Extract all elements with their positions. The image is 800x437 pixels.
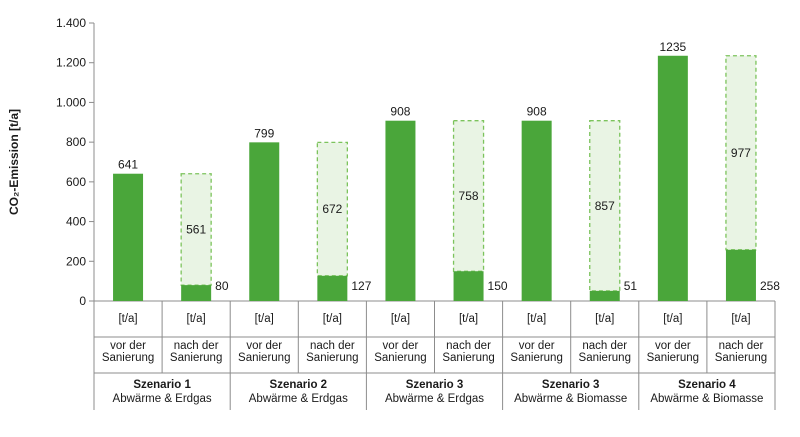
reduction-value-label: 857 xyxy=(595,199,615,213)
y-tick-label: 1.400 xyxy=(56,16,86,30)
y-tick-label: 0 xyxy=(79,294,86,308)
category-label-line1: vor der xyxy=(110,340,146,352)
unit-label: [t/a] xyxy=(595,313,614,325)
unit-label: [t/a] xyxy=(118,313,137,325)
unit-label: [t/a] xyxy=(323,313,342,325)
bar-value-label: 127 xyxy=(351,279,371,293)
unit-label: [t/a] xyxy=(527,313,546,325)
reduction-value-label: 977 xyxy=(731,146,751,160)
group-title: Szenario 1 xyxy=(133,379,191,391)
y-axis-label: CO₂-Emission [t/a] xyxy=(7,109,21,215)
y-tick-label: 1.000 xyxy=(56,95,86,109)
bar-value-label: 641 xyxy=(118,158,138,172)
group-subtitle: Abwärme & Biomasse xyxy=(650,393,763,405)
unit-label: [t/a] xyxy=(459,313,478,325)
bar-value-label: 258 xyxy=(760,279,780,293)
bar xyxy=(589,290,620,301)
reduction-value-label: 561 xyxy=(186,222,206,236)
y-tick-label: 1.200 xyxy=(56,56,86,70)
group-title: Szenario 4 xyxy=(678,379,736,391)
bar xyxy=(657,55,688,302)
y-tick-label: 600 xyxy=(66,175,86,189)
bar-value-label: 150 xyxy=(488,279,508,293)
category-label-line1: nach der xyxy=(174,340,219,352)
category-label-line2: Sanierung xyxy=(170,352,222,364)
group-subtitle: Abwärme & Erdgas xyxy=(113,393,212,405)
group-subtitle: Abwärme & Erdgas xyxy=(249,393,348,405)
category-label-line2: Sanierung xyxy=(442,352,494,364)
bar xyxy=(249,142,280,301)
category-label-line1: nach der xyxy=(446,340,491,352)
reduction-bar xyxy=(316,141,349,277)
category-label-line2: Sanierung xyxy=(238,352,290,364)
unit-label: [t/a] xyxy=(731,313,750,325)
bar xyxy=(317,275,348,301)
category-label-line2: Sanierung xyxy=(715,352,767,364)
category-label-line1: nach der xyxy=(719,340,764,352)
unit-label: [t/a] xyxy=(391,313,410,325)
category-label-line2: Sanierung xyxy=(102,352,154,364)
category-label-line2: Sanierung xyxy=(374,352,426,364)
group-title: Szenario 3 xyxy=(406,379,464,391)
bar xyxy=(725,249,756,301)
category-label-line1: nach der xyxy=(310,340,355,352)
category-label-line2: Sanierung xyxy=(306,352,358,364)
bar xyxy=(521,120,552,301)
bar xyxy=(385,120,416,301)
category-label-line1: vor der xyxy=(655,340,691,352)
category-label-line1: vor der xyxy=(383,340,419,352)
group-title: Szenario 3 xyxy=(542,379,600,391)
unit-label: [t/a] xyxy=(663,313,682,325)
y-tick-label: 800 xyxy=(66,135,86,149)
bar xyxy=(113,173,144,301)
group-title: Szenario 2 xyxy=(270,379,328,391)
unit-label: [t/a] xyxy=(255,313,274,325)
bar-value-label: 1235 xyxy=(659,40,686,54)
bar-value-label: 908 xyxy=(390,105,410,119)
reduction-value-label: 758 xyxy=(459,189,479,203)
category-label-line2: Sanierung xyxy=(510,352,562,364)
category-label-line1: vor der xyxy=(519,340,555,352)
reduction-bar xyxy=(589,120,621,292)
group-subtitle: Abwärme & Erdgas xyxy=(385,393,484,405)
reduction-bar xyxy=(452,120,485,272)
bar-value-label: 799 xyxy=(254,126,274,140)
reduction-bar xyxy=(180,173,212,286)
unit-label: [t/a] xyxy=(187,313,206,325)
category-label-line1: nach der xyxy=(582,340,627,352)
y-tick-label: 200 xyxy=(66,254,86,268)
bar xyxy=(181,285,212,301)
category-label-line1: vor der xyxy=(246,340,282,352)
bar-value-label: 908 xyxy=(527,105,547,119)
bar-value-label: 80 xyxy=(215,279,229,293)
bar-value-label: 51 xyxy=(624,279,638,293)
category-label-line2: Sanierung xyxy=(579,352,631,364)
plot-area: 0 200 400 600 800 1.000 1.200 1.400 641 [t/a] vor … xyxy=(56,16,780,410)
group-subtitle: Abwärme & Biomasse xyxy=(514,393,627,405)
bar xyxy=(453,271,484,301)
y-tick-label: 400 xyxy=(66,215,86,229)
reduction-bar xyxy=(725,55,757,251)
reduction-value-label: 672 xyxy=(322,202,342,216)
category-label-line2: Sanierung xyxy=(647,352,699,364)
